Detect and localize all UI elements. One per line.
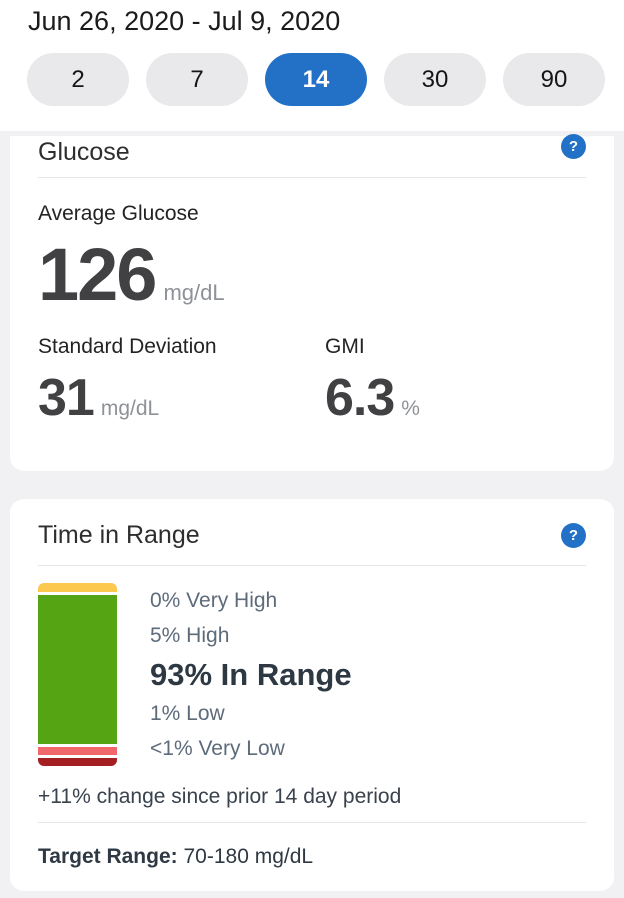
tir-card-header: Time in Range ? (38, 519, 586, 551)
gmi-value: 6.3 (325, 369, 395, 427)
tir-bar-segment-low (38, 747, 117, 755)
period-pill-2[interactable]: 2 (27, 53, 129, 106)
gmi-unit: % (401, 397, 420, 420)
period-pill-7[interactable]: 7 (146, 53, 248, 106)
tir-label-low: 1% Low (150, 701, 225, 725)
tir-label-in-range: 93% In Range (150, 656, 352, 692)
glucose-card-header: Glucose ? (38, 134, 586, 168)
gmi-metric: GMI 6.3 % (325, 335, 420, 426)
tir-bar-segment-in-range (38, 595, 117, 744)
tir-chart: 0% Very High 5% High 93% In Range 1% Low <1%… (38, 583, 586, 766)
help-question-icon[interactable]: ? (561, 134, 586, 159)
period-pill-14[interactable]: 14 (265, 53, 367, 106)
secondary-metrics-row: Standard Deviation 31 mg/dL GMI 6.3 % (38, 335, 586, 426)
tir-bar-segment-high (38, 583, 117, 592)
time-in-range-card: Time in Range ? 0% Very High 5% High 93% I… (10, 499, 614, 891)
period-pill-90[interactable]: 90 (503, 53, 605, 106)
gmi-label: GMI (325, 335, 365, 358)
divider (38, 177, 586, 178)
average-glucose-label: Average Glucose (38, 202, 199, 225)
average-glucose-value-row: 126 mg/dL (38, 232, 586, 317)
change-note: +11% change since prior 14 day period (38, 785, 402, 808)
std-deviation-label: Standard Deviation (38, 335, 217, 358)
glucose-card-title: Glucose (38, 138, 130, 166)
tir-label-very-high: 0% Very High (150, 588, 278, 612)
tir-label-very-low: <1% Very Low (150, 736, 285, 760)
period-pill-30[interactable]: 30 (384, 53, 486, 106)
target-range-label: Target Range: (38, 845, 178, 868)
std-deviation-metric: Standard Deviation 31 mg/dL (38, 335, 325, 426)
period-selector: 2 7 14 30 90 (27, 53, 624, 106)
std-deviation-value: 31 (38, 369, 95, 427)
target-range-line: Target Range: 70-180 mg/dL (38, 845, 586, 869)
target-range-value: 70-180 mg/dL (183, 845, 314, 868)
tir-card-title: Time in Range (38, 521, 200, 549)
tir-label-column: 0% Very High 5% High 93% In Range 1% Low <1%… (150, 583, 352, 766)
divider (38, 822, 586, 823)
divider (38, 565, 586, 566)
average-glucose-value: 126 (38, 233, 157, 316)
tir-stacked-bar (38, 583, 117, 766)
content-area: Glucose ? Average Glucose 126 mg/dL Stan… (0, 134, 624, 891)
tir-bar-segment-very-low (38, 758, 117, 766)
date-range-title: Jun 26, 2020 - Jul 9, 2020 (28, 6, 341, 36)
std-deviation-unit: mg/dL (100, 397, 160, 420)
tir-label-high: 5% High (150, 623, 230, 647)
header: Jun 26, 2020 - Jul 9, 2020 2 7 14 30 90 (0, 0, 624, 131)
average-glucose-unit: mg/dL (163, 280, 225, 305)
help-question-icon[interactable]: ? (561, 523, 586, 548)
glucose-card: Glucose ? Average Glucose 126 mg/dL Stan… (10, 134, 614, 471)
